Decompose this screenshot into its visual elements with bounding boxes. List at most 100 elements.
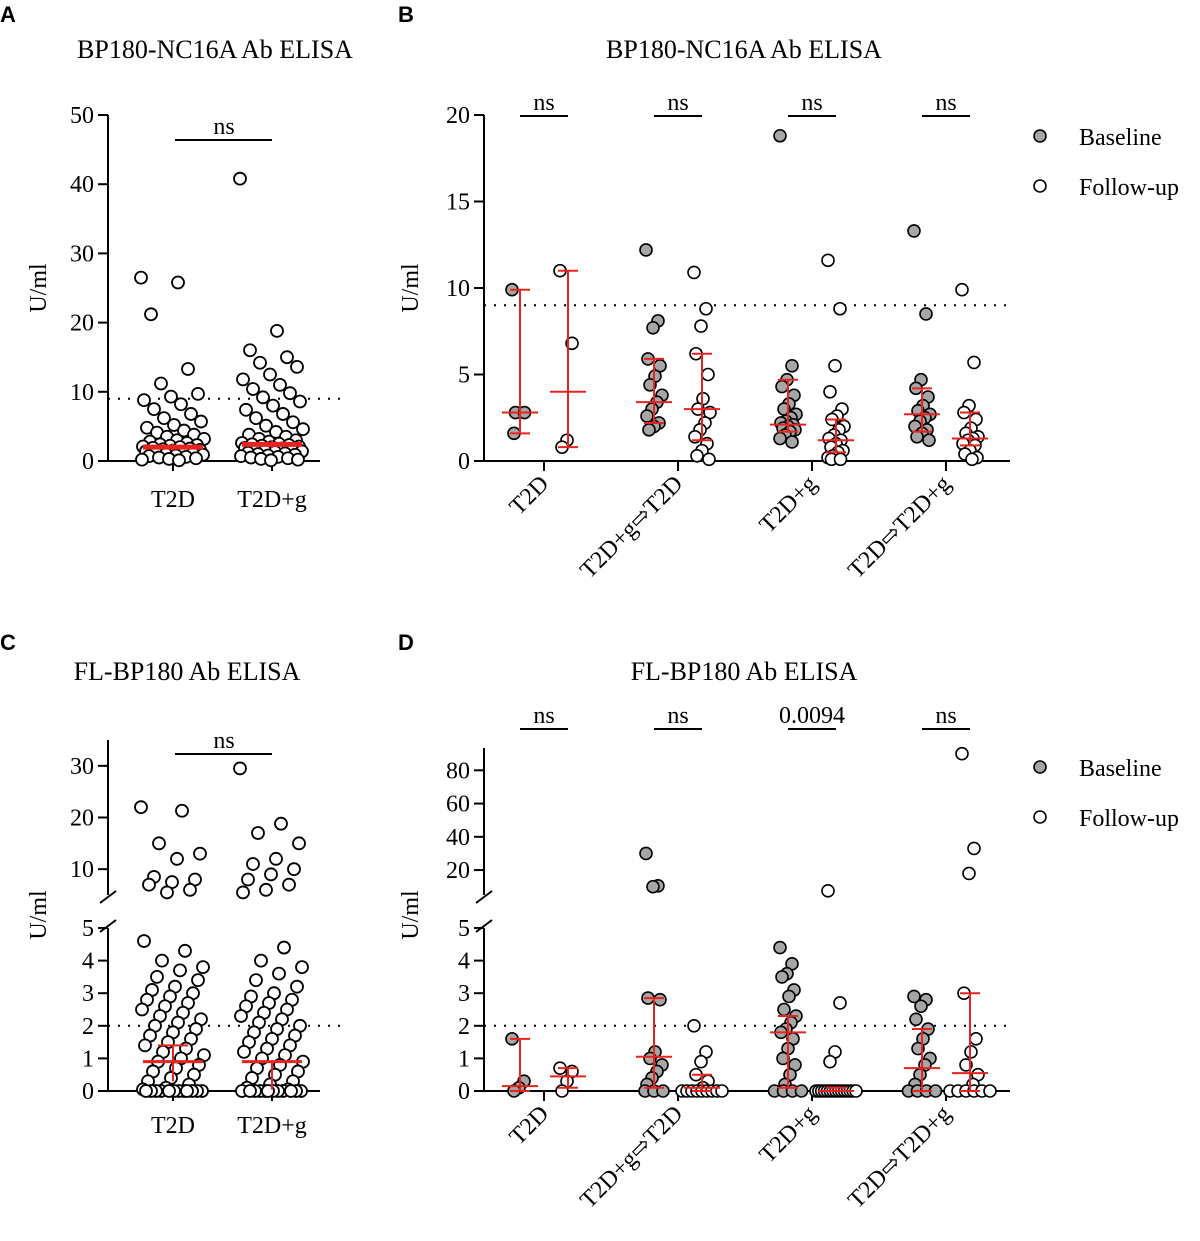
y-tick-label: 10 [70,380,94,406]
data-point [290,359,304,374]
y-tick-label: 20 [70,311,94,337]
follow-up-point [967,841,981,856]
data-point [154,376,168,391]
x-tick-label: T2D [151,487,195,513]
panel-label: B [398,2,414,27]
follow-up-point [823,384,837,399]
follow-up-point [701,367,715,382]
y-tick-label: 0 [82,449,94,475]
baseline-point [775,970,789,984]
data-point [175,803,189,818]
axis-break [475,890,493,904]
legend-label-follow-up: Follow-up [1079,175,1179,201]
baseline-point [782,989,796,1004]
data-point [256,390,270,405]
data-point [181,362,195,376]
data-point [170,851,184,866]
follow-up-point [694,1054,708,1069]
data-point [237,1044,251,1059]
baseline-point [777,1002,791,1017]
data-point [274,816,288,831]
y-tick-label: 40 [446,825,470,851]
y-axis-label: U/ml [26,890,52,940]
y-axis-label: U/ml [398,263,424,313]
x-tick-label: T2D+g [237,487,307,513]
y-tick-label: 20 [446,858,470,884]
x-tick-label: T2D⇨T2D+g [843,471,956,584]
follow-up-point [823,1054,837,1069]
follow-up-point [687,265,701,280]
baseline-point [919,307,933,321]
data-point [162,1084,176,1098]
x-tick-label: T2D [505,1101,554,1150]
significance-label: ns [667,703,688,729]
baseline-point [646,320,660,335]
data-point [189,451,203,466]
y-tick-label: 0 [458,449,470,475]
data-point [296,422,310,437]
follow-up-point [702,452,716,467]
y-tick-label: 10 [70,857,94,883]
y-tick-label: 3 [458,981,470,1007]
x-tick-label: T2D+g [755,1101,823,1169]
baseline-point [907,989,921,1004]
x-tick-label: T2D [151,1113,195,1139]
follow-up-point [687,1019,701,1033]
x-tick-label: T2D⇨T2D+g [843,1101,956,1214]
follow-up-point [833,301,847,316]
data-point [249,411,263,425]
y-axis-label: U/ml [398,890,424,940]
data-point [251,826,265,840]
data-point [191,973,205,988]
legend-marker-follow-up [1033,810,1047,824]
significance-label: ns [801,90,822,116]
data-point [196,960,210,975]
data-point [269,851,283,866]
significance-label: ns [533,703,554,729]
panel-label: C [0,630,16,655]
data-point [193,846,207,861]
chart-title: FL-BP180 Ab ELISA [74,657,301,686]
y-tick-label: 60 [446,792,470,818]
data-point [174,397,188,412]
axis-break [99,890,117,904]
baseline-point [922,433,936,448]
data-point [180,1084,194,1098]
data-point [254,953,268,968]
y-tick-label: 3 [82,981,94,1007]
data-point [293,394,307,409]
follow-up-point [969,1032,983,1046]
baseline-point [639,846,653,861]
data-point [272,966,286,981]
baseline-point [914,999,928,1014]
baseline-point [794,1084,809,1098]
data-point [234,1009,248,1023]
data-point [266,398,280,413]
baseline-point [785,435,799,449]
y-tick-label: 1 [82,1046,94,1072]
data-point [160,885,174,900]
data-point [241,872,255,887]
legend-label-baseline: Baseline [1079,756,1162,782]
follow-up-point [955,282,969,297]
data-point [277,940,291,955]
y-tick-label: 4 [458,949,470,975]
y-tick-label: 5 [458,916,470,942]
follow-up-point [828,359,842,373]
data-point [287,862,301,877]
x-tick-label: T2D+g⇨T2D [575,471,688,584]
axis-break [475,919,493,933]
baseline-point [642,423,656,437]
follow-up-point [983,1084,997,1098]
data-point [178,943,192,958]
y-tick-label: 2 [82,1014,94,1040]
data-point [150,970,164,984]
data-point [171,275,185,290]
y-tick-label: 20 [446,103,470,129]
legend-marker-baseline [1033,760,1047,774]
axis-break [99,919,117,933]
data-point [273,377,287,392]
legend-label-follow-up: Follow-up [1079,806,1179,832]
y-tick-label: 40 [70,172,94,198]
